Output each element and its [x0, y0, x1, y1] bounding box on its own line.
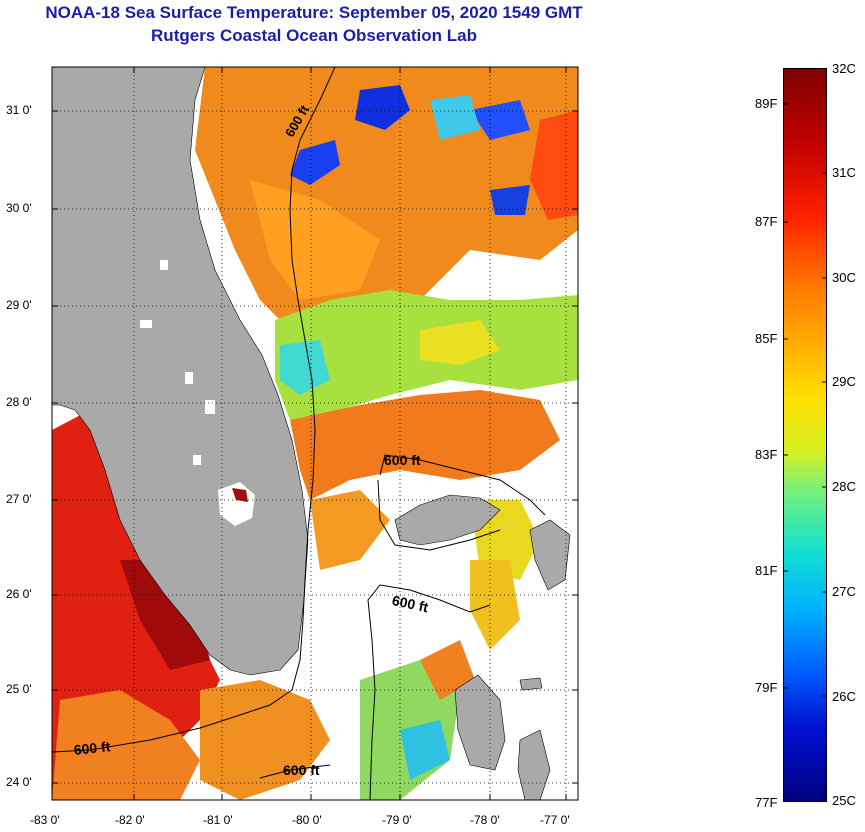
inland-lake	[193, 455, 201, 465]
contour-label: 600 ft	[384, 452, 421, 468]
longitude-label: -77 0'	[540, 813, 570, 827]
colorbar-celsius-label: 27C	[832, 584, 856, 599]
sst-gulf-darkred	[120, 560, 210, 670]
latitude-label: 29 0'	[6, 298, 32, 312]
longitude-label: -79 0'	[382, 813, 412, 827]
latitude-label: 31 0'	[6, 103, 32, 117]
sst-cold-patch	[290, 140, 340, 185]
colorbar	[783, 68, 827, 802]
latitude-label: 25 0'	[6, 682, 32, 696]
sst-cold-patch	[490, 185, 530, 215]
sst-cool-patch	[430, 95, 480, 140]
sst-cold-patch	[355, 85, 410, 130]
sst-gulfstream-orange	[290, 390, 560, 500]
sst-keys-orange	[200, 680, 330, 800]
sst-atlantic-red	[530, 110, 578, 220]
colorbar-celsius-label: 30C	[832, 270, 856, 285]
colorbar-fahrenheit-label: 87F	[755, 214, 778, 229]
latitude-label: 27 0'	[6, 492, 32, 506]
latitude-label: 28 0'	[6, 395, 32, 409]
axis-ticks	[52, 67, 578, 800]
andros-land	[454, 674, 506, 771]
colorbar-celsius-label: 32C	[832, 61, 856, 76]
colorbar-fahrenheit-label: 79F	[755, 680, 778, 695]
inland-lake	[140, 320, 152, 328]
longitude-label: -83 0'	[30, 813, 60, 827]
abaco-land	[529, 519, 571, 591]
isobath-600ft	[379, 454, 546, 516]
florida-land	[52, 67, 309, 676]
longitude-label: -78 0'	[470, 813, 500, 827]
isobath-600ft	[52, 67, 336, 753]
latitude-label: 24 0'	[6, 775, 32, 789]
inland-lake	[185, 372, 193, 384]
colorbar-celsius-label: 29C	[832, 374, 856, 389]
sst-south-orange	[420, 640, 475, 700]
colorbar-celsius-label: 26C	[832, 689, 856, 704]
sst-south-cyan	[400, 720, 450, 780]
sst-gulf-orange	[52, 690, 200, 800]
colorbar-fahrenheit-label: 81F	[755, 563, 778, 578]
map-title: NOAA-18 Sea Surface Temperature: Septemb…	[45, 3, 583, 22]
inland-lake	[205, 400, 215, 414]
latitude-label: 30 0'	[6, 201, 32, 215]
lake-sst	[232, 488, 248, 502]
colorbar-fahrenheit-label: 85F	[755, 331, 778, 346]
sst-cold-patch	[470, 100, 530, 140]
sst-mid-yellow	[420, 320, 500, 365]
isobath-600ft	[367, 584, 491, 800]
colorbar-celsius-label: 25C	[832, 793, 856, 808]
bahamas-land	[519, 677, 543, 691]
longitude-label: -82 0'	[115, 813, 145, 827]
latitude-label: 26 0'	[6, 587, 32, 601]
isobath-600ft	[259, 764, 331, 779]
colorbar-celsius-label: 31C	[832, 165, 856, 180]
sst-atlantic-orange2	[250, 180, 380, 300]
inland-lake	[160, 260, 168, 270]
longitude-label: -80 0'	[292, 813, 322, 827]
sst-south-yellow	[470, 560, 520, 650]
bahamas-land	[517, 729, 551, 800]
contour-label: 600 ft	[283, 762, 320, 778]
sst-mid-cyan	[280, 340, 330, 395]
map-frame	[51, 66, 579, 801]
colorbar-fahrenheit-label: 89F	[755, 96, 778, 111]
colorbar-fahrenheit-label: 83F	[755, 447, 778, 462]
colorbar-fahrenheit-label: 77F	[755, 795, 778, 810]
longitude-label: -81 0'	[203, 813, 233, 827]
map-subtitle: Rutgers Coastal Ocean Observation Lab	[151, 26, 477, 45]
sst-gulfstream-orange2	[310, 490, 390, 570]
isobath-600ft	[377, 479, 501, 551]
colorbar-celsius-label: 28C	[832, 479, 856, 494]
